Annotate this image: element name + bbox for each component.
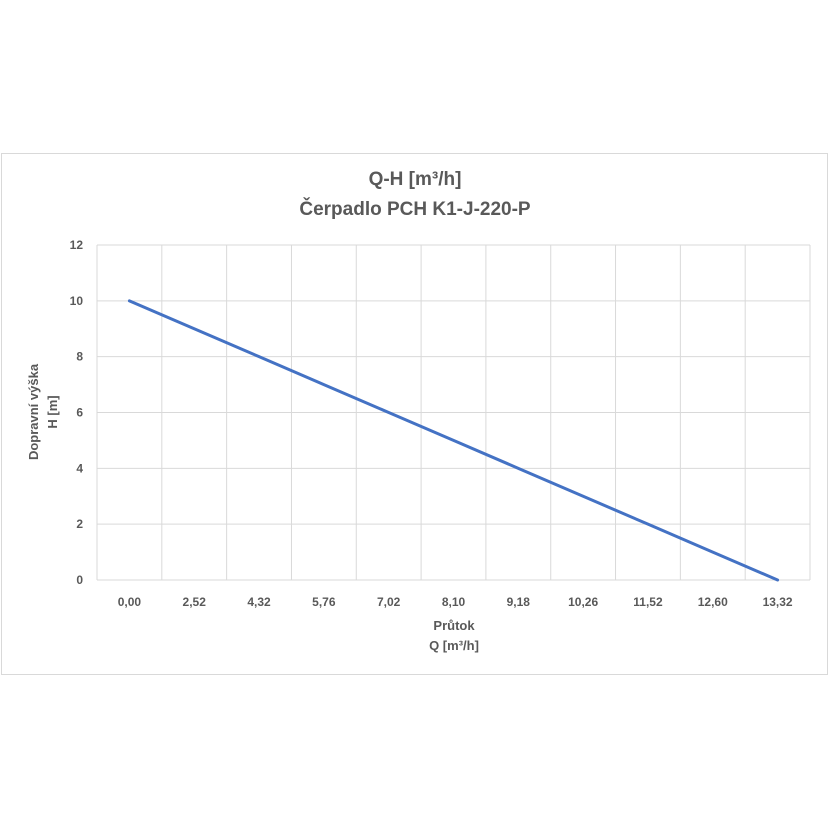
x-tick-label: 9,18 (507, 595, 531, 609)
x-tick-label: 0,00 (118, 595, 142, 609)
x-tick-label: 10,26 (568, 595, 598, 609)
gridlines (96, 244, 811, 581)
x-tick-label: 4,32 (247, 595, 271, 609)
y-tick-label: 4 (76, 461, 83, 475)
chart-subtitle: Čerpadlo PCH K1-J-220-P (299, 199, 531, 220)
x-axis-title-line1: Průtok (433, 618, 475, 633)
x-tick-labels: 0,00 2,52 4,32 5,76 7,02 8,10 9,18 10,26 11,52 12… (118, 595, 793, 609)
y-axis-title-line2: H [m] (45, 395, 60, 428)
x-tick-label: 13,32 (763, 595, 793, 609)
x-tick-label: 8,10 (442, 595, 466, 609)
y-tick-label: 10 (70, 294, 84, 308)
chart-area (1, 153, 828, 675)
y-tick-label: 6 (76, 406, 83, 420)
y-tick-label: 2 (76, 517, 83, 531)
chart-title: Q-H [m³/h] (368, 169, 462, 190)
x-tick-label: 7,02 (377, 595, 401, 609)
x-tick-label: 11,52 (633, 595, 663, 609)
x-axis-title-line2: Q [m³/h] (429, 638, 479, 653)
y-tick-labels: 0 2 4 6 8 10 12 (70, 238, 84, 587)
y-axis-title-line1: Dopravní výška (26, 363, 41, 460)
x-tick-label: 5,76 (312, 595, 336, 609)
y-tick-label: 12 (70, 238, 84, 252)
series-layer (127, 299, 780, 582)
y-tick-label: 0 (76, 573, 83, 587)
x-tick-label: 2,52 (183, 595, 207, 609)
y-tick-label: 8 (76, 350, 83, 364)
x-tick-label: 12,60 (698, 595, 728, 609)
